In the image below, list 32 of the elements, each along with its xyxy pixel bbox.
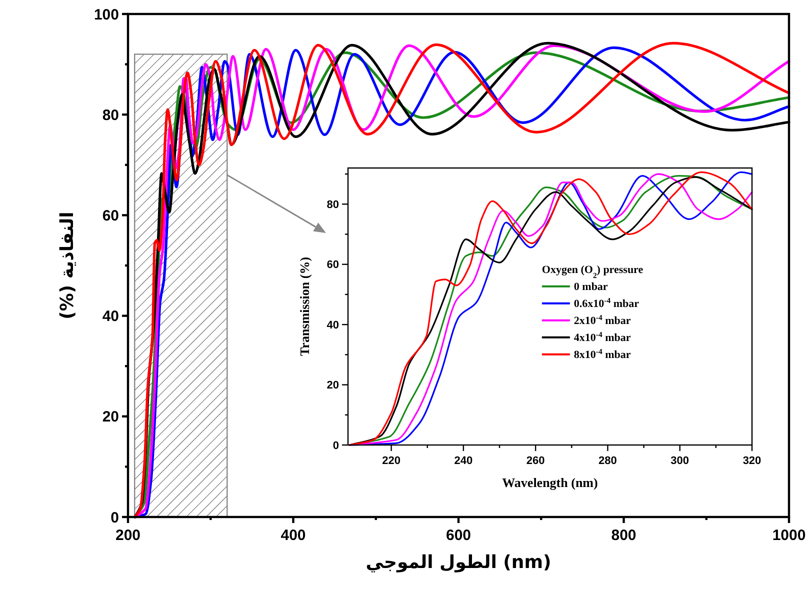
x-tick-label: 220 <box>382 455 400 467</box>
x-tick-label: 600 <box>446 527 472 544</box>
legend-title: Oxygen (O$_{2}$) pressure <box>542 264 644 280</box>
x-axis-title: الطول الموجي (nm) <box>366 552 552 573</box>
x-tick-label: 1000 <box>772 527 806 544</box>
y-tick-label: 80 <box>102 106 119 124</box>
y-tick-label: 100 <box>94 6 119 24</box>
y-tick-label: 0 <box>332 440 339 452</box>
legend-label: 0 mbar <box>574 281 608 294</box>
y-axis-title: النفاذية (%) <box>57 212 78 320</box>
x-tick-label: 260 <box>526 455 545 467</box>
x-tick-label: 300 <box>670 455 690 467</box>
x-tick-label: 800 <box>611 527 636 544</box>
legend-label: 2x10$^{-4}$ mbar <box>574 312 631 328</box>
y-tick-label: 0 <box>110 509 119 526</box>
x-tick-label: 400 <box>280 527 306 544</box>
y-tick-label: 60 <box>102 207 119 224</box>
y-tick-label: 60 <box>326 259 339 272</box>
legend-label: 4x10$^{-4}$ mbar <box>574 330 631 344</box>
y-tick-label: 20 <box>326 380 339 392</box>
x-axis-title: Wavelength (nm) <box>502 475 598 490</box>
legend-label: 8x10$^{-4}$ mbar <box>574 346 631 362</box>
x-tick-label: 240 <box>454 455 473 467</box>
x-tick-label: 320 <box>742 455 762 467</box>
y-axis-title: Transmission (%) <box>297 256 312 356</box>
x-tick-label: 280 <box>598 455 617 467</box>
y-tick-label: 80 <box>326 198 339 211</box>
y-tick-label: 40 <box>102 308 119 326</box>
y-tick-label: 20 <box>102 408 119 426</box>
x-tick-label: 200 <box>115 527 141 544</box>
legend-label: 0.6x10$^{-4}$ mbar <box>574 296 640 310</box>
y-tick-label: 40 <box>326 319 339 332</box>
